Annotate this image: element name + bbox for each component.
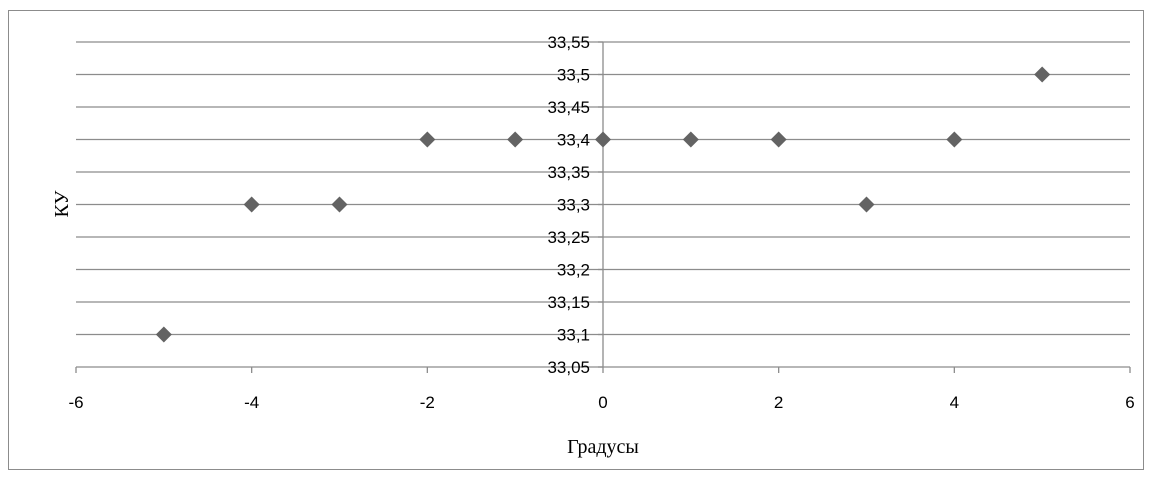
x-tick-label: 2 [774,393,783,412]
y-tick-label: 33,3 [557,196,590,215]
x-tick-label: -2 [420,393,435,412]
chart-frame [8,10,1144,470]
x-tick-label: 6 [1125,393,1134,412]
data-point [595,131,611,148]
y-tick-label: 33,55 [547,33,590,52]
x-tick-label: 4 [950,393,959,412]
data-point [946,131,963,148]
y-tick-label: 33,4 [557,131,590,150]
y-axis-title: КУ [51,190,73,218]
x-tick-label: -6 [68,393,83,412]
y-tick-label: 33,1 [557,326,590,345]
data-point [1034,66,1051,83]
y-tick-label: 33,35 [547,163,590,182]
data-points [155,66,1051,343]
y-tick-label: 33,05 [547,358,590,377]
data-point [243,196,260,213]
y-tick-label: 33,15 [547,293,590,312]
data-point [419,131,436,148]
x-tick-label: -4 [244,393,259,412]
data-point [331,196,348,213]
axes [75,41,1131,373]
x-axis-title: Градусы [567,436,639,458]
y-tick-label: 33,45 [547,98,590,117]
y-tick-label: 33,2 [557,261,590,280]
data-point [770,131,787,148]
y-tick-labels: 33,05 33,1 33,15 33,2 33,25 33,3 33,35 33,4 33,4… [547,33,590,377]
y-tick-label: 33,25 [547,228,590,247]
data-point [155,326,172,343]
data-point [682,131,699,148]
y-tick-label: 33,5 [557,66,590,85]
data-point [507,131,524,148]
x-tick-labels: -6 -4 -2 0 2 4 6 [68,393,1134,412]
data-point [858,196,875,213]
x-tick-label: 0 [598,393,607,412]
